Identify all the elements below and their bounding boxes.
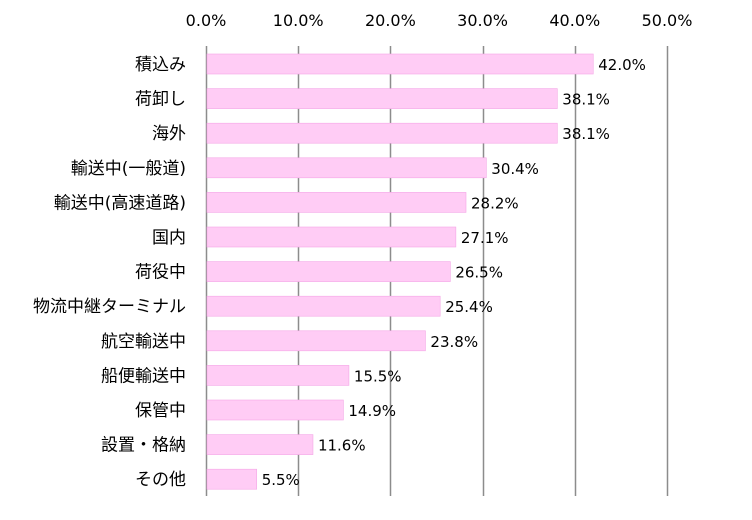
bar <box>206 261 451 282</box>
data-label: 11.6% <box>318 437 366 455</box>
category-label: 海外 <box>152 124 186 144</box>
bar <box>206 399 344 421</box>
category-label: その他 <box>135 470 186 490</box>
data-label: 38.1% <box>562 125 610 143</box>
category-label: 国内 <box>152 228 186 248</box>
x-tick-label: 30.0% <box>457 11 508 30</box>
data-labels: 42.0% 38.1% 38.1% 30.4% 28.2% 27.1% 26.5% 25.4%… <box>262 56 646 489</box>
data-label: 27.1% <box>461 229 509 247</box>
data-label: 42.0% <box>598 56 646 74</box>
bar <box>206 295 441 317</box>
category-label: 物流中継ターミナル <box>33 297 186 317</box>
bar <box>206 226 457 248</box>
category-label: 船便輸送中 <box>101 366 186 386</box>
category-label: 荷卸し <box>135 90 186 110</box>
data-label: 30.4% <box>491 160 539 178</box>
data-label: 38.1% <box>562 91 610 109</box>
x-tick-label: 20.0% <box>365 11 416 30</box>
bar <box>206 365 350 386</box>
bar <box>206 88 558 109</box>
bar <box>206 434 314 455</box>
bar <box>206 53 594 75</box>
category-label: 荷役中 <box>135 263 186 283</box>
x-tick-label: 40.0% <box>549 11 600 30</box>
category-label: 設置・格納 <box>101 436 186 456</box>
category-label: 航空輸送中 <box>101 332 186 352</box>
data-label: 25.4% <box>445 298 493 316</box>
x-axis-tick-labels: 0.0% 10.0% 20.0% 30.0% 40.0% 50.0% <box>186 11 693 30</box>
data-label: 15.5% <box>354 367 402 385</box>
data-label: 5.5% <box>262 471 300 489</box>
data-label: 14.9% <box>348 402 396 420</box>
bar <box>206 157 487 179</box>
category-label: 積込み <box>135 55 186 75</box>
x-tick-label: 0.0% <box>186 11 227 30</box>
bar <box>206 468 258 490</box>
category-label: 保管中 <box>135 401 186 421</box>
category-label: 輸送中(一般道) <box>71 159 186 179</box>
bar <box>206 330 426 352</box>
x-tick-label: 10.0% <box>273 11 324 30</box>
data-label: 26.5% <box>455 264 503 282</box>
bar <box>206 122 558 144</box>
data-label: 28.2% <box>471 194 519 212</box>
x-tick-label: 50.0% <box>642 11 693 30</box>
bar <box>206 192 467 213</box>
bars <box>206 53 594 490</box>
category-label: 輸送中(高速道路) <box>54 193 186 213</box>
data-label: 23.8% <box>430 333 478 351</box>
